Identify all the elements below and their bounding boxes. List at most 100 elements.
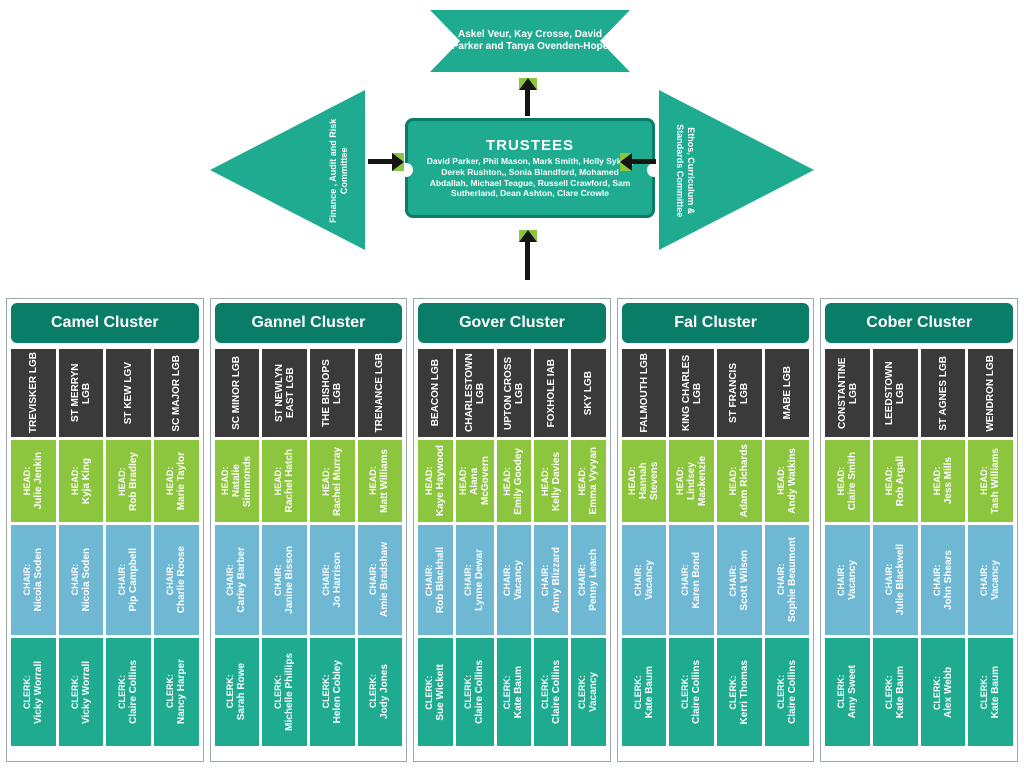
school-column: SKY LGB HEAD:Emma Vyvyan CHAIR:Penny Leach… — [571, 349, 605, 757]
chair-cell: CHAIR:Vacancy — [622, 525, 667, 635]
chair-text: CHAIR:Nicola Soden — [23, 548, 44, 611]
clerk-text: CLERK:Amy Sweet — [837, 665, 858, 718]
chair-cell: CHAIR:Julie Blackwell — [873, 525, 918, 635]
lgb-text: FALMOUTH LGB — [639, 353, 650, 432]
lgb-text: ST MERRYN LGB — [70, 352, 92, 434]
chair-cell: CHAIR:Sophie Beaumont — [765, 525, 810, 635]
school-column: WENDRON LGBHEAD:Tash WilliamsCHAIR:Vacan… — [968, 349, 1013, 757]
clerk-text: CLERK:Vicky Worrall — [71, 661, 92, 724]
chair-text: CHAIR:Julie Blackwell — [885, 544, 906, 615]
lgb-text: CONSTANTINE LGB — [837, 352, 859, 434]
head-cell: HEAD:Rachel Hatch — [262, 440, 307, 522]
trustees-title: TRUSTEES — [486, 137, 574, 154]
cluster-title: Fal Cluster — [622, 303, 810, 343]
lgb-cell: ST NEWLYN EAST LGB — [262, 349, 307, 437]
head-cell: HEAD:Lindsey Mackenzie — [669, 440, 714, 522]
head-text: HEAD:Claire Smith — [837, 452, 858, 510]
lgb-cell: FOXHOLE IAB — [534, 349, 568, 437]
lgb-text: ST FRANCIS LGB — [728, 352, 750, 434]
trustees-names: David Parker, Phil Mason, Mark Smith, Ho… — [426, 156, 634, 199]
head-text: HEAD:Adam Richards — [729, 444, 750, 517]
chair-text: CHAIR:Janine Bisson — [274, 546, 295, 614]
clerk-cell: CLERK:Nancy Harper — [154, 638, 199, 746]
clerk-cell: CLERK:Claire Collins — [456, 638, 494, 746]
head-text: HEAD:Rob Bradley — [118, 452, 139, 511]
lgb-cell: LEEDSTOWN LGB — [873, 349, 918, 437]
lgb-text: UPTON CROSS LGB — [503, 352, 525, 434]
org-chart: Askel Veur, Kay Crosse, David Parker and… — [0, 0, 1024, 768]
chair-cell: CHAIR:Rob Blackhall — [418, 525, 452, 635]
chair-text: CHAIR:Vacancy — [503, 560, 524, 600]
chair-cell: CHAIR:Amie Bradshaw — [358, 525, 403, 635]
clerk-cell: CLERK:Claire Collins — [106, 638, 151, 746]
chair-cell: CHAIR:Vacancy — [825, 525, 870, 635]
school-column: KING CHARLES LGB HEAD:Lindsey Mackenzie CH… — [669, 349, 714, 757]
right-committee-label: Ethos, Curriculum & Standards Committee — [674, 116, 696, 226]
cluster: Camel ClusterTREVISKER LGBHEAD:Julie Jen… — [6, 298, 204, 762]
chair-cell: CHAIR:Penny Leach — [571, 525, 605, 635]
school-column: MABE LGBHEAD:Andy WatkinsCHAIR:Sophie Be… — [765, 349, 810, 757]
head-cell: HEAD:Rob Bradley — [106, 440, 151, 522]
head-text: HEAD:Lindsey Mackenzie — [676, 443, 708, 519]
clerk-text: CLERK:Vacancy — [578, 672, 599, 712]
chair-text: CHAIR:Lynne Dewar — [464, 549, 485, 611]
school-column: LEEDSTOWN LGBHEAD:Rob ArgallCHAIR:Julie … — [873, 349, 918, 757]
clerk-cell: CLERK:Claire Collins — [669, 638, 714, 746]
head-text: HEAD:Jess Mills — [933, 457, 954, 504]
lgb-text: ST KEW LGV — [123, 362, 134, 424]
chair-text: CHAIR:Charlie Roose — [166, 546, 187, 613]
cluster-title: Gover Cluster — [418, 303, 606, 343]
lgb-cell: SKY LGB — [571, 349, 605, 437]
clerk-text: CLERK:Alex Webb — [933, 667, 954, 718]
clerk-text: CLERK:Jody Jones — [369, 664, 390, 719]
head-cell: HEAD:Adam Richards — [717, 440, 762, 522]
members-text: Askel Veur, Kay Crosse, David Parker and… — [448, 29, 612, 54]
chair-text: CHAIR:John Shears — [933, 550, 954, 610]
head-text: HEAD:Rachel Murray — [322, 447, 343, 516]
chair-cell: CHAIR:Lynne Dewar — [456, 525, 494, 635]
cluster: Gover Cluster BEACON LGBHEAD:Kaye Haywood… — [413, 298, 611, 762]
head-cell: HEAD:Alana McGovern — [456, 440, 494, 522]
head-text: HEAD:Julie Jenkin — [23, 452, 44, 509]
lgb-text: TRENANCE LGB — [374, 353, 385, 432]
cluster-schools: BEACON LGBHEAD:Kaye HaywoodCHAIR:Rob Bla… — [418, 349, 606, 757]
clerk-text: CLERK:Kerri Thomas — [729, 660, 750, 724]
chair-cell: CHAIR:Vacancy — [968, 525, 1013, 635]
head-cell: HEAD:Emma Vyvyan — [571, 440, 605, 522]
clerk-text: CLERK:Kate Baum — [503, 666, 524, 718]
head-text: HEAD:Kelly Davies — [541, 452, 562, 511]
head-cell: HEAD:Emily Goodey — [497, 440, 531, 522]
clerk-text: CLERK:Claire Collins — [777, 660, 798, 724]
clerk-text: CLERK:Kate Baum — [634, 666, 655, 718]
school-column: SC MAJOR LGBHEAD:Marie TaylorCHAIR:Charl… — [154, 349, 199, 757]
head-cell: HEAD:Tash Williams — [968, 440, 1013, 522]
clerk-cell: CLERK:Claire Collins — [765, 638, 810, 746]
chair-text: CHAIR:Vacancy — [837, 560, 858, 600]
cluster-title: Gannel Cluster — [215, 303, 403, 343]
lgb-text: MABE LGB — [782, 366, 793, 419]
clerk-text: CLERK:Claire Collins — [541, 660, 562, 724]
lgb-text: ST NEWLYN EAST LGB — [274, 352, 296, 434]
lgb-cell: WENDRON LGB — [968, 349, 1013, 437]
clerk-cell: CLERK:Jody Jones — [358, 638, 403, 746]
cluster-schools: TREVISKER LGB HEAD:Julie Jenkin CHAIR:Nico… — [11, 349, 199, 757]
clerk-text: CLERK:Helen Cobley — [322, 660, 343, 723]
school-column: ST NEWLYN EAST LGB HEAD:Rachel Hatch CHAIR… — [262, 349, 307, 757]
lgb-text: TREVISKER LGB — [28, 352, 39, 433]
lgb-cell: CHARLESTOWN LGB — [456, 349, 494, 437]
school-column: CHARLESTOWN LGBHEAD:Alana McGovern CHAIR:… — [456, 349, 494, 757]
lgb-text: SKY LGB — [583, 371, 594, 415]
clerk-text: CLERK:Kate Baum — [885, 666, 906, 718]
lgb-text: ST AGNES LGB — [938, 356, 949, 431]
chair-text: CHAIR:Karen Bond — [681, 552, 702, 609]
lgb-cell: KING CHARLES LGB — [669, 349, 714, 437]
clerk-cell: CLERK:Amy Sweet — [825, 638, 870, 746]
head-cell: HEAD:Kaye Haywood — [418, 440, 452, 522]
cluster-schools: CONSTANTINE LGB HEAD:Claire Smith CHAIR:Va… — [825, 349, 1013, 757]
chair-text: CHAIR:Vacancy — [634, 560, 655, 600]
school-column: UPTON CROSS LGB HEAD:Emily Goodey CHAIR:Va… — [497, 349, 531, 757]
lgb-cell: UPTON CROSS LGB — [497, 349, 531, 437]
clerk-text: CLERK:Sarah Rowe — [226, 663, 247, 720]
chair-text: CHAIR:Penny Leach — [578, 549, 599, 611]
clerk-cell: CLERK:Kate Baum — [873, 638, 918, 746]
